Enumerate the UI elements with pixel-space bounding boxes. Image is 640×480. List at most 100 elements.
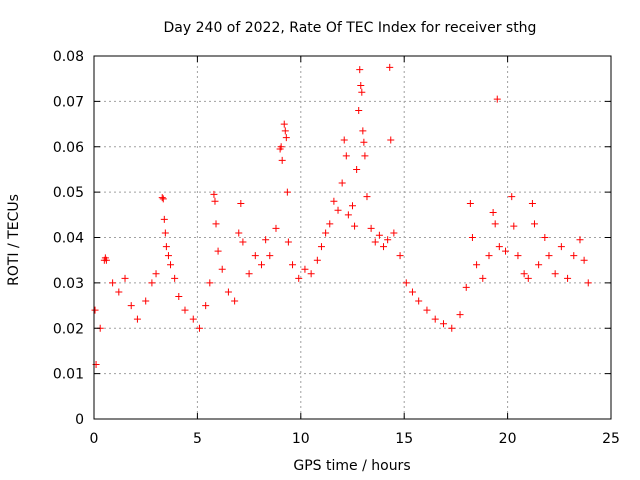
data-point	[158, 194, 166, 202]
data-points	[91, 63, 592, 369]
data-point	[277, 143, 285, 151]
data-point	[408, 288, 416, 296]
data-point	[361, 152, 369, 160]
data-point	[224, 288, 232, 296]
y-tick-label: 0.01	[53, 367, 84, 383]
data-point	[212, 220, 220, 228]
data-point	[386, 63, 394, 71]
data-point	[570, 252, 578, 260]
data-point	[493, 95, 501, 103]
data-point	[423, 306, 431, 314]
data-point	[530, 220, 538, 228]
data-point	[363, 193, 371, 201]
data-point	[214, 247, 222, 255]
y-tick-label: 0.06	[53, 140, 84, 156]
data-point	[266, 252, 274, 260]
data-point	[280, 120, 288, 128]
data-point	[133, 315, 141, 323]
data-point	[415, 297, 423, 305]
data-point	[351, 222, 359, 230]
data-point	[564, 274, 572, 282]
data-point	[396, 252, 404, 260]
data-point	[181, 306, 189, 314]
data-point	[322, 229, 330, 237]
x-tick-label: 20	[499, 431, 517, 447]
y-axis-title: ROTI / TECUs	[6, 194, 22, 286]
data-point	[317, 243, 325, 251]
data-point	[489, 209, 497, 217]
y-tick-label: 0.08	[53, 49, 84, 65]
data-point	[344, 211, 352, 219]
data-point	[281, 127, 289, 135]
data-point	[251, 252, 259, 260]
x-tick-label: 25	[602, 431, 620, 447]
data-point	[508, 193, 516, 201]
data-point	[206, 279, 214, 287]
x-axis-title: GPS time / hours	[293, 458, 410, 474]
data-point	[340, 136, 348, 144]
data-point	[462, 283, 470, 291]
data-point	[353, 165, 361, 173]
data-point	[171, 274, 179, 282]
data-point	[456, 311, 464, 319]
data-point	[384, 236, 392, 244]
data-point	[235, 229, 243, 237]
data-point	[545, 252, 553, 260]
data-point	[367, 224, 375, 232]
y-tick-label: 0	[75, 412, 84, 428]
data-point	[313, 256, 321, 264]
data-point	[239, 238, 247, 246]
data-point	[148, 279, 156, 287]
data-point	[520, 270, 528, 278]
data-point	[358, 88, 366, 96]
data-point	[237, 199, 245, 207]
data-point	[535, 261, 543, 269]
data-point	[375, 231, 383, 239]
data-point	[360, 138, 368, 146]
x-tick-label: 0	[90, 431, 99, 447]
data-point	[334, 206, 342, 214]
data-point	[380, 243, 388, 251]
data-point	[584, 279, 592, 287]
data-point	[514, 252, 522, 260]
y-tick-label: 0.05	[53, 185, 84, 201]
data-point	[541, 234, 549, 241]
data-point	[473, 261, 481, 269]
data-point	[258, 261, 266, 269]
data-point	[289, 261, 297, 269]
data-point	[218, 265, 226, 273]
data-point	[231, 297, 239, 305]
y-tick-label: 0.07	[53, 94, 84, 110]
data-point	[402, 279, 410, 287]
chart-title: Day 240 of 2022, Rate Of TEC Index for r…	[164, 20, 537, 36]
data-point	[359, 127, 367, 135]
data-point	[272, 224, 280, 232]
data-point	[127, 302, 135, 310]
data-point	[576, 236, 584, 244]
data-point	[121, 274, 129, 282]
data-point	[195, 324, 203, 332]
data-point	[115, 288, 123, 296]
data-point	[210, 190, 218, 198]
data-point	[330, 197, 338, 205]
data-point	[357, 81, 365, 89]
data-point	[142, 297, 150, 305]
data-point	[491, 220, 499, 228]
data-point	[338, 179, 346, 187]
data-point	[448, 324, 456, 332]
data-point	[295, 274, 303, 282]
data-point	[160, 215, 168, 223]
data-point	[102, 256, 110, 264]
data-point	[91, 306, 99, 314]
axis-ticks: 0 5 10 15 20 25 0 0.01 0.02 0.03 0.04 0.05 0.06 0.07 0…	[53, 49, 620, 447]
data-point	[387, 136, 395, 144]
data-point	[355, 106, 363, 114]
data-point	[466, 199, 474, 207]
data-point	[211, 197, 219, 205]
data-point	[479, 274, 487, 282]
data-point	[557, 243, 565, 251]
data-point	[152, 270, 160, 278]
data-point	[502, 247, 510, 255]
data-point	[307, 270, 315, 278]
